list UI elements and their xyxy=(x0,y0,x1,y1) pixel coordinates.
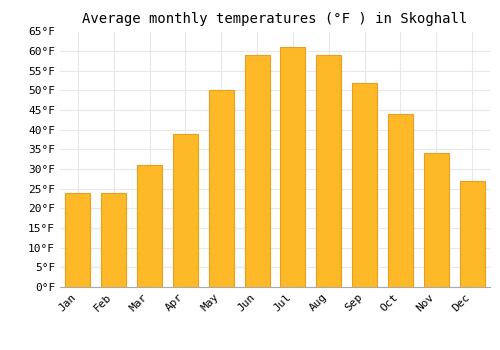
Bar xyxy=(388,114,413,287)
Bar xyxy=(460,181,484,287)
Bar xyxy=(244,55,270,287)
Bar xyxy=(173,134,198,287)
Title: Average monthly temperatures (°F ) in Skoghall: Average monthly temperatures (°F ) in Sk… xyxy=(82,12,468,26)
Bar xyxy=(352,83,377,287)
Bar xyxy=(424,153,449,287)
Bar xyxy=(316,55,342,287)
Bar xyxy=(101,193,126,287)
Bar xyxy=(137,165,162,287)
Bar xyxy=(66,193,90,287)
Bar xyxy=(280,47,305,287)
Bar xyxy=(208,90,234,287)
